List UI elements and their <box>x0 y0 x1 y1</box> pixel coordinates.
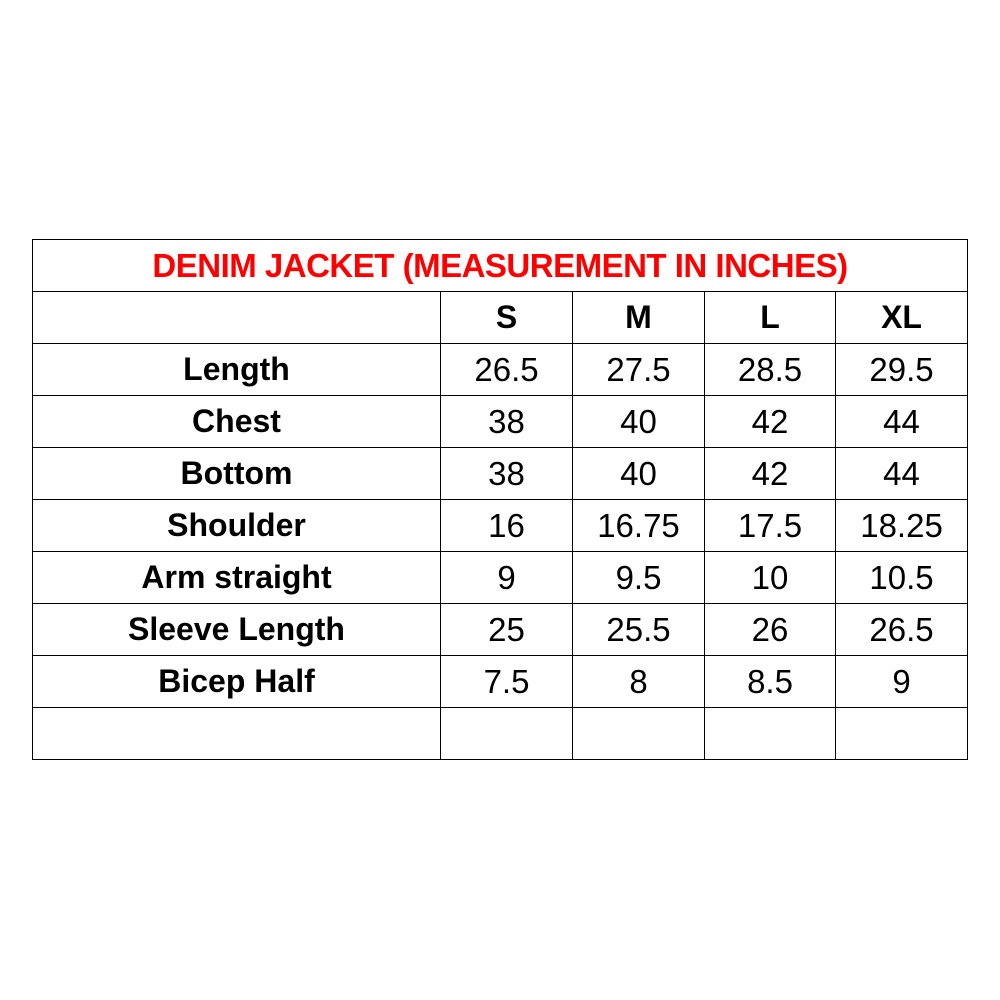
measurement-cell: 25 <box>440 603 573 656</box>
size-chart-table: DENIM JACKET (MEASUREMENT IN INCHES) S M… <box>31 239 969 760</box>
table-row: Bottom 38 40 42 44 <box>32 447 969 500</box>
header-row: S M L XL <box>32 291 969 344</box>
measurement-cell: 18.25 <box>834 499 969 552</box>
table-title: DENIM JACKET (MEASUREMENT IN INCHES) <box>31 239 969 292</box>
header-empty-cell <box>32 291 441 344</box>
row-label: Length <box>32 343 441 396</box>
measurement-cell: 38 <box>440 395 573 448</box>
row-label: Shoulder <box>32 499 441 552</box>
title-row: DENIM JACKET (MEASUREMENT IN INCHES) <box>31 239 969 292</box>
table-row: Sleeve Length 25 25.5 26 26.5 <box>32 603 969 656</box>
measurement-cell: 28.5 <box>704 343 836 396</box>
measurement-cell: 9.5 <box>572 551 705 604</box>
row-label: Bottom <box>32 447 441 500</box>
size-header-s: S <box>440 291 573 344</box>
table-row: Shoulder 16 16.75 17.5 18.25 <box>32 499 969 552</box>
size-chart-body: DENIM JACKET (MEASUREMENT IN INCHES) S M… <box>31 239 969 760</box>
table-row: Arm straight 9 9.5 10 10.5 <box>32 551 969 604</box>
empty-cell <box>440 707 573 760</box>
size-header-m: M <box>572 291 705 344</box>
measurement-cell: 9 <box>834 655 969 708</box>
measurement-cell: 8 <box>572 655 705 708</box>
measurement-cell: 29.5 <box>834 343 969 396</box>
empty-cell <box>704 707 836 760</box>
measurement-cell: 26 <box>704 603 836 656</box>
measurement-cell: 44 <box>834 395 969 448</box>
table-row: Chest 38 40 42 44 <box>32 395 969 448</box>
row-label: Sleeve Length <box>32 603 441 656</box>
measurement-cell: 26.5 <box>834 603 969 656</box>
table-row: Length 26.5 27.5 28.5 29.5 <box>32 343 969 396</box>
row-label: Chest <box>32 395 441 448</box>
measurement-cell: 9 <box>440 551 573 604</box>
measurement-cell: 7.5 <box>440 655 573 708</box>
empty-cell <box>572 707 705 760</box>
measurement-cell: 40 <box>572 395 705 448</box>
measurement-cell: 16.75 <box>572 499 705 552</box>
empty-cell <box>32 707 441 760</box>
empty-cell <box>834 707 969 760</box>
measurement-cell: 40 <box>572 447 705 500</box>
row-label: Bicep Half <box>32 655 441 708</box>
measurement-cell: 16 <box>440 499 573 552</box>
measurement-cell: 10 <box>704 551 836 604</box>
measurement-cell: 17.5 <box>704 499 836 552</box>
measurement-cell: 44 <box>834 447 969 500</box>
row-label: Arm straight <box>32 551 441 604</box>
measurement-cell: 27.5 <box>572 343 705 396</box>
measurement-cell: 42 <box>704 447 836 500</box>
measurement-cell: 8.5 <box>704 655 836 708</box>
size-header-xl: XL <box>834 291 969 344</box>
size-header-l: L <box>704 291 836 344</box>
measurement-cell: 42 <box>704 395 836 448</box>
table-row: Bicep Half 7.5 8 8.5 9 <box>32 655 969 708</box>
empty-row <box>32 707 969 760</box>
measurement-cell: 10.5 <box>834 551 969 604</box>
measurement-cell: 25.5 <box>572 603 705 656</box>
measurement-cell: 26.5 <box>440 343 573 396</box>
measurement-cell: 38 <box>440 447 573 500</box>
